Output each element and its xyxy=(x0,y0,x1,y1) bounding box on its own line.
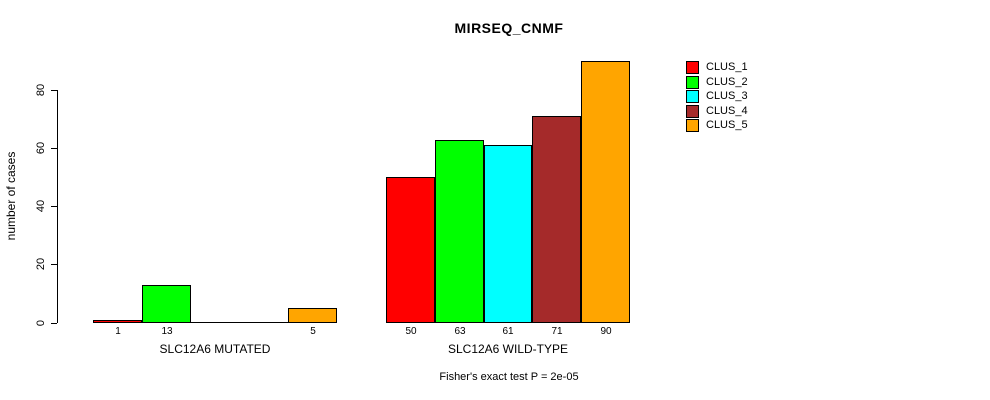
legend-label-clus-5: CLUS_5 xyxy=(706,119,748,131)
y-tick-label-0: 0 xyxy=(35,319,47,327)
bar-value-label-slc12a6-wild-type-clus-4: 71 xyxy=(551,326,563,337)
y-tick-0 xyxy=(51,323,57,324)
bar-slc12a6-wild-type-clus-2 xyxy=(435,140,484,323)
legend-swatch-clus-3 xyxy=(686,90,699,103)
bar-slc12a6-wild-type-clus-3 xyxy=(484,145,532,323)
bar-value-label-slc12a6-wild-type-clus-2: 63 xyxy=(454,326,466,337)
legend-item-clus-2: CLUS_2 xyxy=(686,76,748,89)
y-tick-label-40: 40 xyxy=(35,199,47,213)
legend-label-clus-4: CLUS_4 xyxy=(706,105,748,117)
chart-title: MIRSEQ_CNMF xyxy=(454,20,564,36)
y-axis-line xyxy=(57,90,58,323)
y-tick-40 xyxy=(51,206,57,207)
legend-item-clus-4: CLUS_4 xyxy=(686,105,748,118)
legend-label-clus-2: CLUS_2 xyxy=(706,76,748,88)
x-group-label-slc12a6-mutated: SLC12A6 MUTATED xyxy=(159,342,271,356)
bar-slc12a6-mutated-clus-4 xyxy=(239,322,288,323)
legend-swatch-clus-1 xyxy=(686,61,699,74)
bar-value-label-slc12a6-mutated-clus-1: 1 xyxy=(115,326,121,337)
legend-item-clus-1: CLUS_1 xyxy=(686,61,748,74)
bar-slc12a6-wild-type-clus-5 xyxy=(581,61,630,323)
x-group-label-slc12a6-wild-type: SLC12A6 WILD-TYPE xyxy=(447,342,569,356)
y-tick-label-20: 20 xyxy=(35,257,47,271)
bar-slc12a6-mutated-clus-5 xyxy=(288,308,337,323)
legend-swatch-clus-5 xyxy=(686,119,699,132)
bar-slc12a6-mutated-clus-2 xyxy=(142,285,191,323)
fisher-test-annotation: Fisher's exact test P = 2e-05 xyxy=(439,371,579,383)
bar-value-label-slc12a6-mutated-clus-5: 5 xyxy=(310,326,316,337)
legend-item-clus-3: CLUS_3 xyxy=(686,90,748,103)
y-tick-label-60: 60 xyxy=(35,141,47,155)
bar-value-label-slc12a6-mutated-clus-2: 13 xyxy=(161,326,173,337)
y-tick-60 xyxy=(51,148,57,149)
bar-slc12a6-wild-type-clus-1 xyxy=(386,177,435,323)
bar-value-label-slc12a6-wild-type-clus-3: 61 xyxy=(502,326,514,337)
legend-swatch-clus-4 xyxy=(686,105,699,118)
y-tick-label-80: 80 xyxy=(35,83,47,97)
bar-value-label-slc12a6-wild-type-clus-5: 90 xyxy=(600,326,612,337)
bar-slc12a6-mutated-clus-1 xyxy=(93,320,142,323)
y-tick-80 xyxy=(51,90,57,91)
y-tick-20 xyxy=(51,264,57,265)
bar-slc12a6-mutated-clus-3 xyxy=(191,322,239,323)
legend-label-clus-1: CLUS_1 xyxy=(706,61,748,73)
legend-swatch-clus-2 xyxy=(686,76,699,89)
legend-label-clus-3: CLUS_3 xyxy=(706,90,748,102)
bar-value-label-slc12a6-wild-type-clus-1: 50 xyxy=(405,326,417,337)
bar-slc12a6-wild-type-clus-4 xyxy=(532,116,581,323)
legend-item-clus-5: CLUS_5 xyxy=(686,119,748,132)
